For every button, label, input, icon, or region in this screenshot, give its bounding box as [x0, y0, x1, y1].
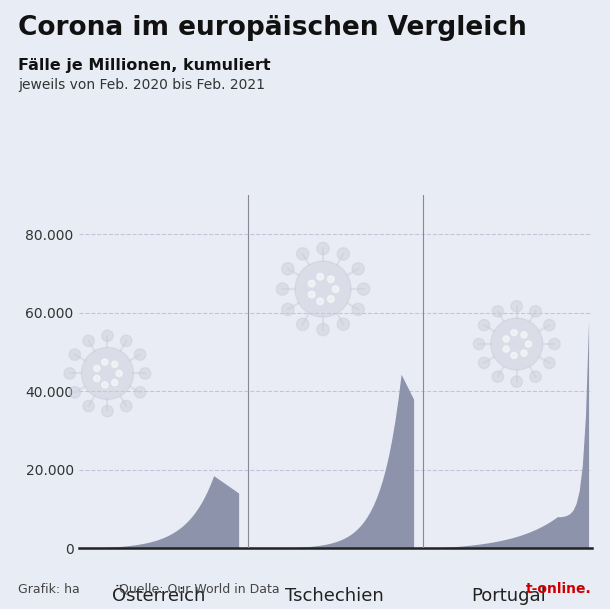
- Text: Österreich: Österreich: [112, 587, 206, 605]
- Text: Tschechien: Tschechien: [284, 587, 383, 605]
- Text: Corona im europäischen Vergleich: Corona im europäischen Vergleich: [18, 15, 527, 41]
- Text: Grafik: ha: Grafik: ha: [18, 583, 80, 596]
- Text: Fälle je Millionen, kumuliert: Fälle je Millionen, kumuliert: [18, 58, 271, 73]
- Text: jeweils von Feb. 2020 bis Feb. 2021: jeweils von Feb. 2020 bis Feb. 2021: [18, 78, 265, 92]
- Text: Quelle: Our World in Data: Quelle: Our World in Data: [119, 583, 279, 596]
- Text: t-online.: t-online.: [526, 582, 592, 596]
- Text: Portugal: Portugal: [472, 587, 547, 605]
